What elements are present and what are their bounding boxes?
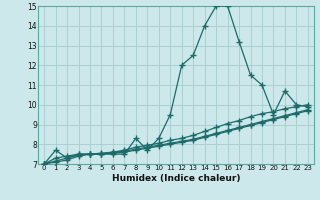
X-axis label: Humidex (Indice chaleur): Humidex (Indice chaleur) — [112, 174, 240, 183]
